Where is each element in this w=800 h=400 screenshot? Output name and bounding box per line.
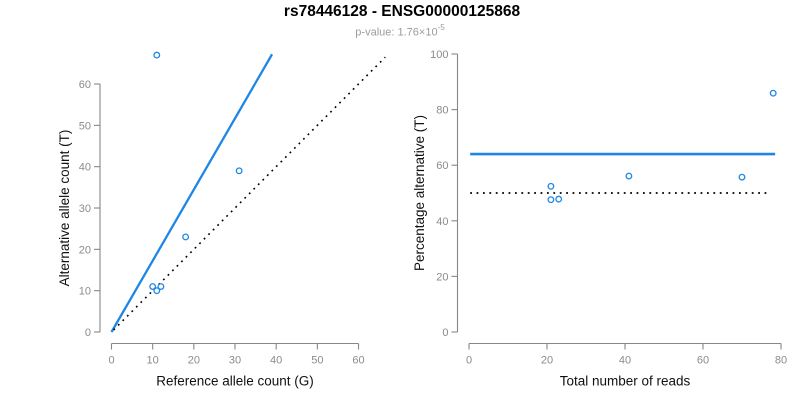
x-axis-title: Total number of reads [560,374,691,389]
data-point [625,172,633,180]
y-tick-label: 0 [85,327,91,339]
data-point [153,51,161,59]
y-tick-label: 100 [430,49,448,61]
x-tick-label: 60 [352,355,364,367]
x-tick-label: 50 [311,355,323,367]
x-tick-label: 10 [147,355,159,367]
page-title: rs78446128 - ENSG00000125868 [283,3,521,20]
y-axis-title: Percentage alternative (T) [412,115,427,271]
y-tick-label: 40 [436,216,448,228]
x-tick-label: 30 [229,355,241,367]
y-tick-label: 40 [79,162,91,174]
y-tick-label: 30 [79,203,91,215]
y-tick-label: 10 [79,286,91,298]
x-axis-title: Reference allele count (G) [156,374,314,389]
data-point [153,287,161,295]
y-tick-label: 80 [436,105,448,117]
data-point [547,196,555,204]
x-tick-label: 20 [541,355,553,367]
plot-1: 0 10 20 30 40 50 60 0 10 20 30 40 50 60 Reference alle… [57,51,386,389]
data-point [149,283,157,290]
x-tick-label: 40 [619,355,631,367]
x-tick-label: 20 [188,355,200,367]
y-tick-label: 20 [79,244,91,256]
p-value-prefix: p-value: [355,26,398,39]
data-point [738,173,746,181]
p-value-subtitle: p-value: 1.76×10-5 [0,23,800,39]
y-tick-label: 60 [79,79,91,91]
plot-2: 0 20 40 60 80 100 0 20 40 60 80 Total number of rea… [412,49,787,389]
fitted-ratio-line [110,53,274,333]
x-tick-label: 80 [775,355,787,367]
y-tick-label: 60 [436,160,448,172]
data-point [235,167,243,175]
x-tick-label: 40 [270,355,282,367]
p-value-mantissa: 1.76×10 [397,26,438,39]
y-tick-label: 0 [442,327,448,339]
x-tick-label: 0 [108,355,114,367]
data-point [769,89,777,97]
p-value-exponent: -5 [437,23,445,32]
data-point [157,283,165,290]
y-tick-label: 50 [79,120,91,132]
y-tick-label: 20 [436,271,448,283]
x-tick-label: 0 [466,355,472,367]
data-point [555,195,563,203]
data-point [547,182,555,190]
x-tick-label: 60 [697,355,709,367]
data-point [182,233,190,241]
y-axis-title: Alternative allele count (T) [57,130,72,287]
